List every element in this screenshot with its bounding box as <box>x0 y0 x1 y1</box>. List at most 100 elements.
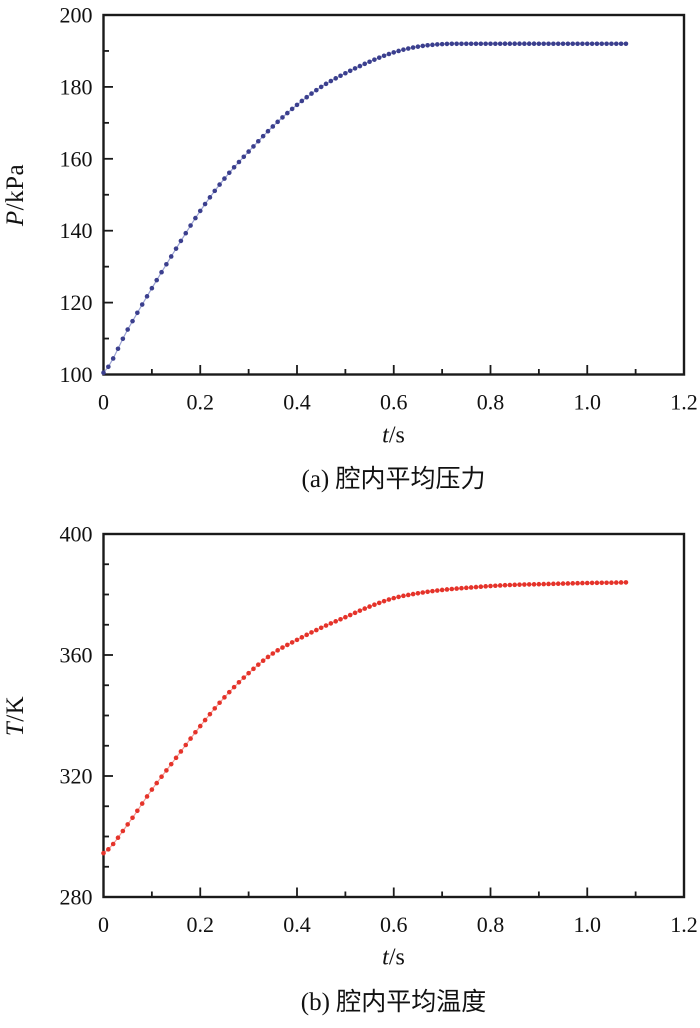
x-axis-label-a: t/s <box>103 423 684 450</box>
data-point <box>488 583 493 589</box>
data-point <box>207 711 213 717</box>
y-tick-label: 140 <box>60 218 93 243</box>
data-point <box>522 582 527 587</box>
data-point <box>130 815 135 821</box>
data-point <box>217 700 222 706</box>
data-point <box>526 41 532 47</box>
data-point <box>304 632 309 638</box>
data-point <box>468 585 474 590</box>
data-point <box>110 841 116 847</box>
data-point <box>623 41 629 47</box>
data-point <box>618 41 624 47</box>
data-point <box>459 585 464 591</box>
data-point <box>275 648 280 653</box>
data-point <box>212 188 218 194</box>
data-point <box>246 670 251 676</box>
series-line <box>103 581 626 854</box>
data-point <box>580 41 585 47</box>
caption-panel-a: (a) 腔内平均压力 <box>301 466 486 493</box>
data-point <box>251 144 256 149</box>
data-point <box>478 41 484 47</box>
data-point <box>309 91 314 96</box>
data-point <box>101 370 106 376</box>
data-point <box>173 246 179 251</box>
data-point <box>415 590 421 596</box>
data-point <box>439 41 445 47</box>
data-point <box>314 627 319 633</box>
data-point <box>473 584 479 590</box>
x-tick-label: 0.4 <box>283 912 311 937</box>
data-point <box>226 170 232 176</box>
y-axis-label-temperature: T/K <box>2 696 30 736</box>
data-point <box>589 41 595 47</box>
x-axis-variable: t <box>382 944 389 971</box>
data-point <box>289 106 295 112</box>
data-point <box>115 346 121 352</box>
data-point <box>236 159 242 165</box>
data-point <box>178 749 184 754</box>
data-point <box>604 580 609 586</box>
data-point <box>294 637 300 643</box>
data-point <box>333 76 339 81</box>
data-point <box>386 597 392 602</box>
data-point <box>604 41 609 47</box>
y-axis-variable: T <box>2 721 29 737</box>
data-point <box>594 41 600 47</box>
x-tick-label: 0.2 <box>187 390 215 415</box>
y-tick-label: 280 <box>60 885 93 910</box>
data-point <box>309 630 314 635</box>
data-point <box>251 666 256 672</box>
x-tick-label: 1.2 <box>670 912 698 937</box>
data-point <box>367 604 372 609</box>
data-point <box>449 586 455 592</box>
data-point <box>135 808 140 814</box>
data-point <box>352 610 358 616</box>
data-point <box>207 195 213 200</box>
data-point <box>246 149 251 154</box>
chart-panel-a: 0 0.2 0.4 0.6 0.8 1.0 1.2 100 120 140 160 180 200 <box>60 3 698 415</box>
data-point <box>396 594 401 600</box>
data-point <box>493 41 498 47</box>
data-point <box>347 612 353 618</box>
plot-frame <box>102 13 686 376</box>
x-axis-unit: /s <box>388 944 405 971</box>
data-point <box>202 201 208 207</box>
data-point <box>338 73 343 79</box>
data-point <box>164 768 169 773</box>
x-tick-label: 0.2 <box>187 912 215 937</box>
data-point <box>522 41 527 47</box>
data-point <box>444 587 450 592</box>
data-point <box>275 119 280 125</box>
data-point <box>154 780 160 786</box>
data-point <box>609 580 614 585</box>
data-point <box>609 41 614 47</box>
data-point <box>280 115 285 120</box>
data-point <box>464 41 469 47</box>
data-point <box>212 706 218 711</box>
data-point <box>270 651 276 656</box>
data-point <box>226 689 232 695</box>
caption-panel-b: (b) 腔内平均温度 <box>300 989 487 1016</box>
data-point <box>362 61 368 67</box>
data-point <box>164 261 169 267</box>
x-tick-label: 0.8 <box>477 912 505 937</box>
y-tick-label: 180 <box>60 74 93 99</box>
data-point <box>575 41 580 47</box>
data-point <box>488 41 493 47</box>
y-axis-unit: /K <box>2 695 29 722</box>
data-point <box>289 640 295 645</box>
data-point <box>260 658 266 663</box>
data-point <box>536 41 542 47</box>
data-point <box>565 581 571 586</box>
data-point <box>410 591 416 597</box>
tick-labels: 0 0.2 0.4 0.6 0.8 1.0 1.2 280 320 360 400 <box>60 522 698 938</box>
data-point <box>115 835 121 841</box>
data-point <box>391 50 397 55</box>
data-point <box>110 356 116 361</box>
data-point <box>502 41 508 47</box>
x-tick-label: 0 <box>98 912 109 937</box>
data-point <box>183 230 189 236</box>
data-point <box>265 654 271 660</box>
data-point <box>188 736 193 741</box>
